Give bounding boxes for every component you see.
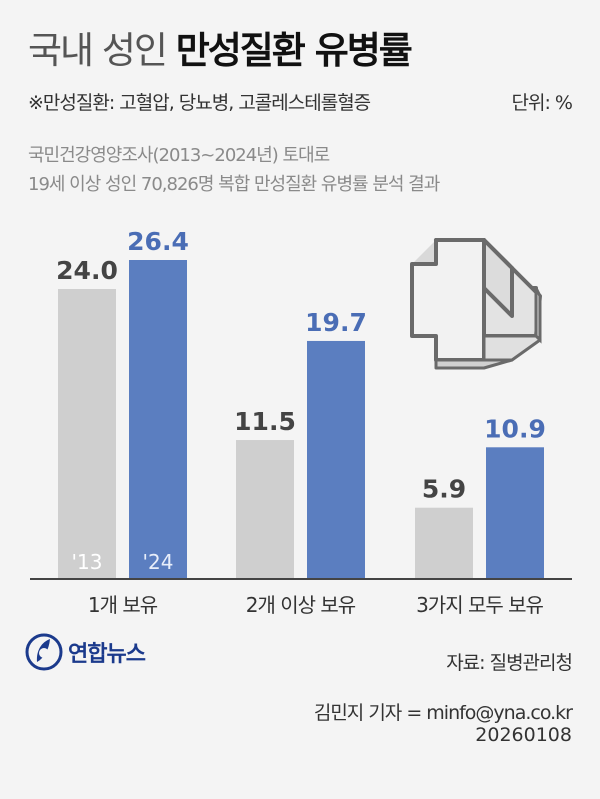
date-label: 20260108 — [475, 724, 572, 746]
bar-2024-0 — [129, 260, 187, 579]
category-label: 3가지 모두 보유 — [416, 593, 543, 617]
title-bold: 만성질환 유병률 — [175, 29, 413, 72]
chart-title: 국내 성인 만성질환 유병률 — [28, 20, 413, 74]
logo-text: 연합뉴스 — [68, 642, 146, 667]
category-label: 1개 보유 — [88, 593, 158, 617]
definition-note: ※만성질환: 고혈압, 당뇨병, 고콜레스테롤혈증 — [28, 92, 371, 114]
bar-2013-1 — [236, 440, 294, 579]
value-label: 5.9 — [422, 475, 466, 504]
subtitle-line2: 19세 이상 성인 70,826명 복합 만성질환 유병률 분석 결과 — [28, 174, 440, 195]
bar-2013-2 — [415, 507, 473, 579]
value-label: 19.7 — [305, 308, 367, 337]
unit-label: 단위: % — [511, 92, 573, 114]
subtitle-line1: 국민건강영양조사(2013~2024년) 토대로 — [28, 145, 330, 166]
yonhap-logo: 연합뉴스 — [24, 632, 146, 672]
category-label: 2개 이상 보유 — [246, 593, 356, 617]
legend-label: '24 — [143, 550, 174, 574]
bar-2024-2 — [486, 447, 544, 579]
value-label: 24.0 — [56, 256, 118, 285]
source-label: 자료: 질병관리청 — [446, 652, 573, 674]
title-light: 국내 성인 — [28, 29, 168, 72]
bar-2013-0 — [58, 289, 116, 579]
value-label: 11.5 — [234, 407, 296, 436]
credit-label: 김민지 기자 = minfo@yna.co.kr — [313, 702, 573, 724]
yonhap-logo-icon — [25, 633, 63, 671]
bar-2024-1 — [307, 340, 365, 579]
value-label: 10.9 — [484, 414, 546, 443]
value-label: 26.4 — [127, 227, 189, 256]
medical-cross-icon — [410, 238, 542, 370]
bar-chart: 24.0 '13 26.4 '24 11.5 19.7 5.9 10.9 1개 보유 2개 이상… — [30, 227, 572, 617]
legend-label: '13 — [72, 550, 103, 574]
